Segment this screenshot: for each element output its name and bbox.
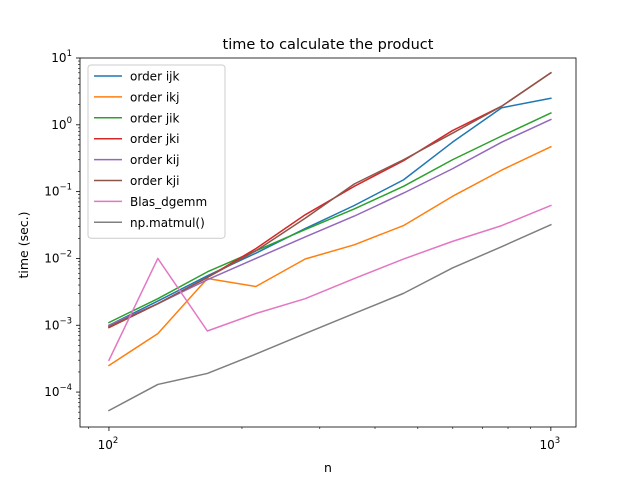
series-line-1 <box>107 145 552 367</box>
x-tick-label-1: 103 <box>540 436 561 452</box>
legend-box <box>87 64 226 239</box>
legend-label-2: order jik <box>130 111 179 125</box>
legend-label-0: order ijk <box>130 70 179 84</box>
axis-ticks: 102 103 10−4 10−3 10−2 10−1 100 101 <box>44 49 560 452</box>
legend-label-7: np.matmul() <box>130 216 205 230</box>
x-axis-label: n <box>324 460 332 475</box>
y-tick-label-0: 10−4 <box>44 383 72 399</box>
y-tick-label-1: 10−3 <box>44 316 72 332</box>
series-line-4 <box>107 118 552 327</box>
series-line-6 <box>107 204 552 362</box>
series-line-2 <box>107 112 552 324</box>
legend: order ijk order ikj order jik order jki orde… <box>87 64 226 239</box>
y-axis-label: time (sec.) <box>16 211 31 278</box>
y-tick-label-2: 10−2 <box>44 249 72 265</box>
legend-label-6: Blas_dgemm <box>130 195 207 209</box>
y-tick-label-3: 10−1 <box>44 183 72 199</box>
y-tick-label-4: 100 <box>51 116 72 132</box>
legend-label-3: order jki <box>130 132 179 146</box>
legend-label-1: order ikj <box>130 90 179 104</box>
chart-title: time to calculate the product <box>223 37 434 53</box>
plot-area <box>79 57 577 428</box>
legend-label-4: order kij <box>130 153 179 167</box>
legend-label-5: order kji <box>130 174 179 188</box>
y-tick-label-5: 101 <box>51 49 72 65</box>
series-line-0 <box>107 97 552 327</box>
series-line-5 <box>107 71 552 328</box>
x-tick-label-0: 102 <box>98 436 119 452</box>
series-line-7 <box>107 223 552 412</box>
axes-frame <box>79 57 577 428</box>
